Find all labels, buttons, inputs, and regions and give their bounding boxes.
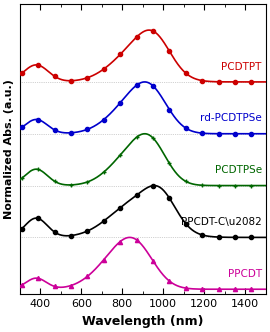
Text: PCDTPT: PCDTPT [221, 61, 262, 72]
Y-axis label: Normalized Abs. (a.u.): Normalized Abs. (a.u.) [4, 79, 14, 219]
Text: rd-PCDTPSe: rd-PCDTPSe [200, 113, 262, 124]
X-axis label: Wavelength (nm): Wavelength (nm) [82, 315, 204, 328]
Text: PPCDT-C\u2082: PPCDT-C\u2082 [181, 217, 262, 227]
Text: PPCDT: PPCDT [228, 269, 262, 279]
Text: PCDTPSe: PCDTPSe [215, 165, 262, 175]
